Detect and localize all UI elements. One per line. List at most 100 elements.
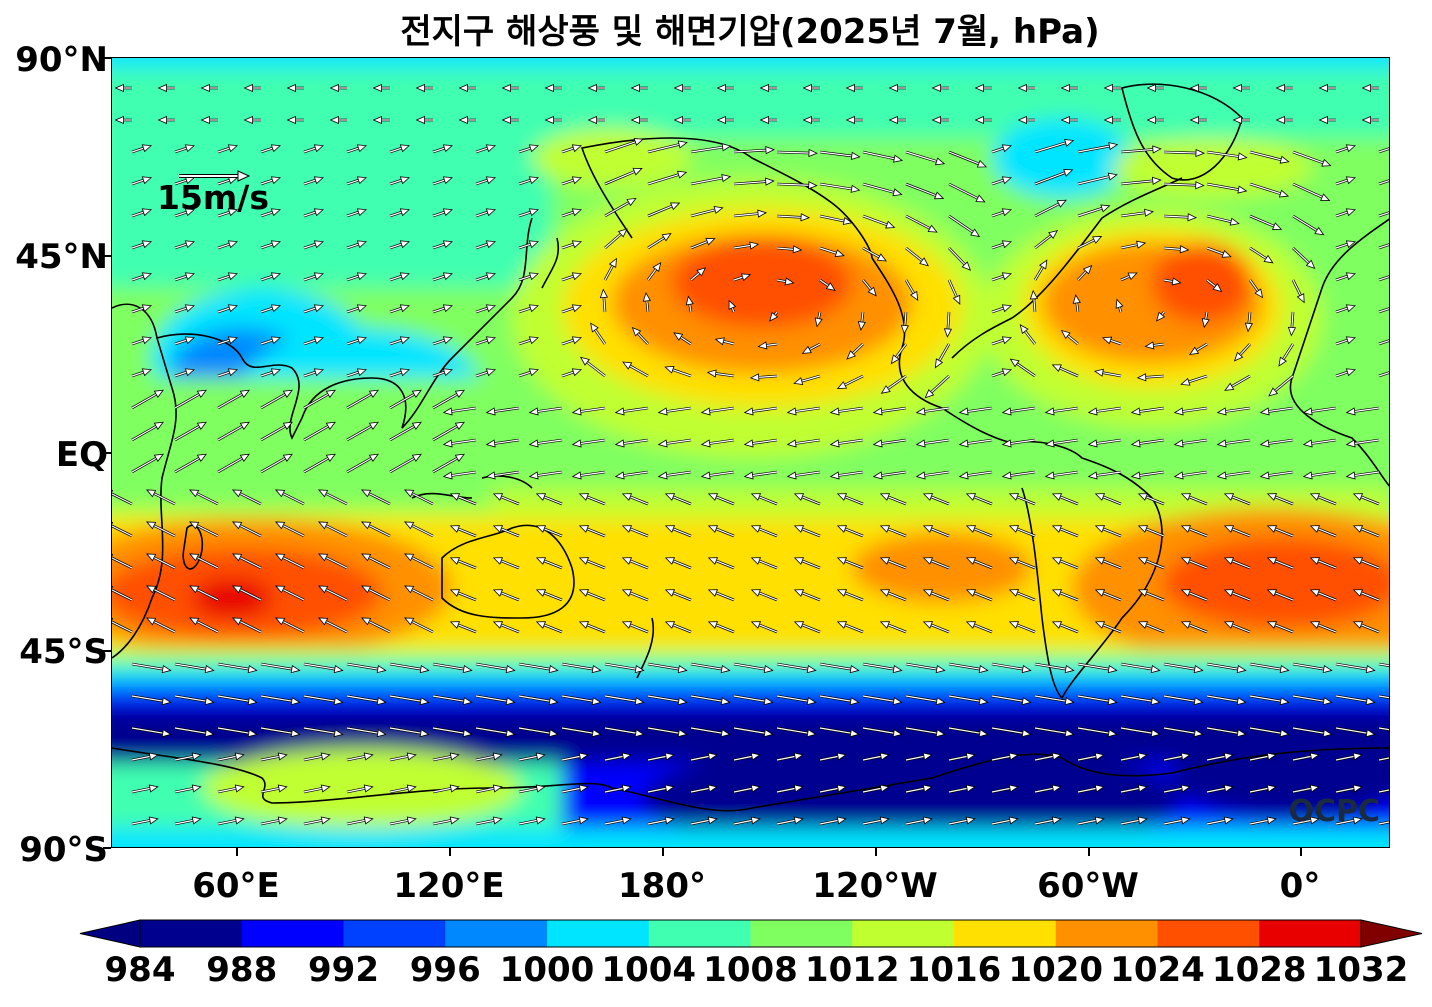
pressure-wind-map — [111, 57, 1390, 848]
wind-arrow — [958, 438, 993, 448]
wind-arrow — [372, 115, 390, 125]
wind-arrow — [733, 209, 768, 218]
wind-arrow — [217, 368, 239, 378]
wind-arrow — [1034, 138, 1075, 154]
wind-arrow — [819, 214, 853, 225]
wind-arrow — [728, 299, 737, 313]
wind-arrow — [776, 784, 804, 794]
wind-arrow — [1335, 368, 1357, 378]
wind-arrow — [1163, 148, 1205, 158]
wind-arrow — [1087, 470, 1122, 480]
wind-arrow — [346, 336, 368, 346]
wind-arrow — [1173, 406, 1208, 416]
wind-arrow — [260, 272, 282, 282]
wind-arrow — [673, 115, 691, 125]
wind-arrow — [1001, 470, 1036, 480]
wind-arrow — [836, 525, 864, 538]
colorbar-label: 1020 — [1008, 950, 1104, 990]
wind-arrow — [1292, 662, 1333, 674]
wind-arrow — [1206, 278, 1223, 293]
wind-arrow — [1146, 83, 1164, 93]
wind-arrow — [501, 83, 519, 93]
wind-arrow — [922, 557, 950, 570]
wind-arrow — [1017, 115, 1035, 125]
wind-arrow — [931, 83, 949, 93]
wind-arrow — [707, 621, 735, 634]
wind-arrow — [188, 489, 219, 506]
wind-arrow — [862, 246, 887, 262]
wind-arrow — [131, 304, 153, 314]
wind-arrow — [217, 784, 245, 794]
wind-arrow — [518, 144, 540, 154]
wind-arrow — [561, 304, 583, 314]
wind-arrow — [1345, 438, 1380, 448]
wind-arrow — [604, 228, 628, 249]
wind-arrow — [664, 589, 692, 602]
wind-arrow — [647, 232, 672, 250]
wind-arrow — [1163, 784, 1191, 794]
wind-arrow — [690, 662, 731, 674]
wind-arrow — [131, 752, 159, 762]
wind-arrow — [991, 816, 1019, 826]
wind-arrow — [535, 557, 563, 570]
wind-arrow — [1001, 406, 1036, 416]
wind-arrow — [1087, 406, 1122, 416]
wind-arrow — [958, 470, 993, 480]
wind-arrow — [1130, 470, 1165, 480]
wind-arrow — [793, 621, 821, 634]
wind-arrow — [700, 438, 735, 448]
wind-arrow — [587, 115, 605, 125]
wind-arrow — [1223, 525, 1251, 538]
wind-arrow — [1180, 621, 1208, 634]
wind-arrow — [1224, 374, 1251, 391]
wind-arrow — [432, 272, 454, 282]
wind-arrow — [1077, 694, 1118, 706]
wind-arrow — [934, 343, 951, 369]
wind-arrow — [303, 453, 336, 474]
wind-arrow — [604, 694, 645, 706]
wind-arrow — [1292, 694, 1333, 706]
wind-arrow — [743, 406, 778, 416]
wind-arrow — [403, 553, 434, 570]
wind-arrow — [757, 341, 778, 350]
wind-arrow — [890, 343, 908, 365]
reference-vector — [179, 170, 251, 182]
wind-arrow — [1130, 406, 1165, 416]
wind-arrow — [475, 726, 516, 738]
wind-arrow — [1216, 438, 1251, 448]
wind-arrow — [948, 247, 972, 271]
wind-arrow — [1335, 240, 1357, 250]
wind-vectors — [112, 83, 1389, 826]
wind-arrow — [948, 752, 976, 762]
wind-arrow — [905, 182, 945, 200]
wind-arrow — [599, 288, 609, 313]
wind-arrow — [621, 493, 649, 506]
pressure-field — [112, 58, 1389, 847]
wind-arrow — [1259, 406, 1294, 416]
wind-arrow — [750, 557, 778, 570]
wind-arrow — [845, 115, 863, 125]
wind-arrow — [743, 438, 778, 448]
wind-arrow — [1275, 83, 1293, 93]
wind-arrow — [303, 662, 344, 674]
wind-arrow — [561, 240, 583, 250]
wind-arrow — [1249, 694, 1290, 706]
wind-arrow — [991, 176, 1013, 186]
wind-arrow — [1378, 694, 1389, 699]
wind-arrow — [360, 585, 391, 602]
wind-arrow — [630, 83, 648, 93]
wind-arrow — [1094, 557, 1122, 570]
wind-arrow — [1378, 662, 1389, 667]
wind-arrow — [458, 83, 476, 93]
wind-arrow — [1130, 438, 1165, 448]
wind-arrow — [174, 176, 196, 186]
wind-arrow — [857, 311, 866, 332]
wind-arrow — [829, 470, 864, 480]
wind-arrow — [1077, 172, 1118, 186]
wind-arrow — [647, 726, 688, 738]
wind-arrow — [1249, 246, 1274, 264]
lon-tick — [236, 848, 238, 856]
wind-arrow — [991, 784, 1019, 794]
wind-arrow — [449, 557, 477, 570]
wind-arrow — [630, 115, 648, 125]
